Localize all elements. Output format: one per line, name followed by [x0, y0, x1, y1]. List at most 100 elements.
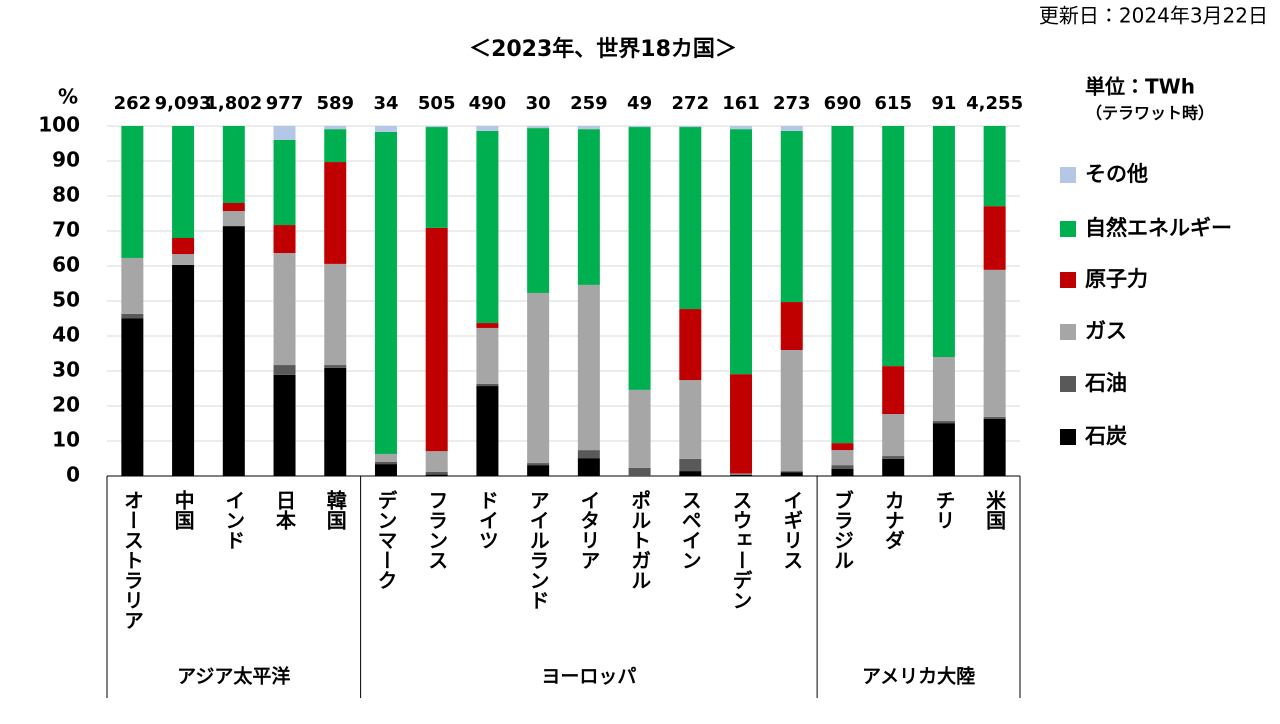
bar-segment [476, 126, 499, 131]
total-label: 490 [469, 93, 507, 114]
legend-label: ガス [1085, 319, 1127, 343]
bar-segment [577, 284, 600, 451]
total-label: 34 [373, 93, 398, 114]
bar-segment [324, 365, 347, 368]
bar-segment [628, 389, 651, 468]
x-tick-label: 中国 [171, 489, 195, 530]
legend-swatch [1060, 429, 1076, 445]
bar-segment [374, 453, 397, 462]
bar-segment [324, 126, 347, 130]
bar-segment [882, 414, 905, 457]
y-axis-label: % [58, 85, 78, 109]
x-tick-label: イタリア [577, 490, 601, 570]
y-tick-label: 40 [52, 323, 80, 347]
bar-segment [730, 126, 753, 130]
bar-segment [527, 292, 550, 464]
total-label: 30 [526, 93, 551, 114]
bar-segment [628, 127, 651, 390]
legend-swatch [1060, 376, 1076, 392]
y-tick-label: 100 [38, 113, 80, 137]
y-tick-label: 50 [52, 288, 80, 312]
bar-segment [730, 473, 753, 475]
x-tick-label: スウェーデン [729, 490, 753, 610]
total-label: 1,802 [205, 93, 262, 114]
bar-segment [679, 127, 702, 310]
bar-segment [932, 357, 955, 422]
total-label: 91 [931, 93, 956, 114]
bar-segment [476, 383, 499, 387]
bar-segment [527, 126, 550, 129]
bar-segment [324, 263, 347, 366]
x-tick-label: 米国 [983, 490, 1007, 530]
bar-segment [983, 418, 1006, 476]
total-label: 9,093 [155, 93, 212, 114]
bar-segment [730, 129, 753, 375]
bar-segment [273, 365, 296, 375]
y-tick-label: 80 [52, 183, 80, 207]
total-label: 4,255 [966, 93, 1023, 114]
group-label: アメリカ大陸 [862, 665, 975, 688]
bar-segment [121, 257, 144, 314]
bar-segment [374, 464, 397, 476]
x-tick-label: チリ [932, 490, 956, 530]
total-label: 259 [570, 93, 608, 114]
y-tick-label: 10 [52, 428, 80, 452]
total-label: 272 [672, 93, 710, 114]
bar-segment [273, 140, 296, 226]
bar-segment [121, 313, 144, 319]
bar-segment [172, 264, 195, 476]
bar-segment [121, 126, 144, 258]
bar-segment [577, 458, 600, 476]
bar-segment [780, 302, 803, 350]
bar-segment [273, 253, 296, 366]
legend-swatch [1060, 324, 1076, 340]
legend-swatch [1060, 221, 1076, 237]
bar-segment [324, 162, 347, 264]
total-label: 977 [266, 93, 304, 114]
bar-segment [577, 450, 600, 459]
bar-segment [172, 254, 195, 265]
total-label: 615 [874, 93, 912, 114]
y-tick-label: 60 [52, 253, 80, 277]
bar-segment [679, 471, 702, 476]
bar-segment [679, 126, 702, 128]
bar-segment [425, 474, 448, 476]
bar-segment [374, 462, 397, 465]
bar-segment [983, 206, 1006, 270]
bar-segment [527, 465, 550, 476]
bar-segment [780, 350, 803, 472]
bar-segment [780, 126, 803, 131]
x-tick-label: 日本 [273, 490, 297, 530]
y-tick-label: 70 [52, 218, 80, 242]
bar-segment [679, 458, 702, 472]
bar-segment [324, 367, 347, 476]
total-label: 505 [418, 93, 456, 114]
bar-segment [273, 225, 296, 254]
y-tick-label: 90 [52, 148, 80, 172]
bar-segment [577, 126, 600, 130]
x-tick-label: フランス [425, 490, 449, 570]
bar-segment [476, 130, 499, 324]
bar-segment [476, 323, 499, 328]
bar-segment [222, 211, 245, 227]
bar-segment [932, 423, 955, 476]
bar-segment [628, 467, 651, 476]
chart-title: ＜2023年、世界18カ国＞ [469, 36, 737, 62]
x-tick-label: 韓国 [323, 489, 347, 530]
bar-segment [425, 127, 448, 228]
x-tick-label: イギリス [780, 490, 804, 570]
x-tick-label: ドイツ [475, 490, 499, 550]
bar-segment [831, 465, 854, 469]
bar-segment [222, 226, 245, 476]
legend-label: 自然エネルギー [1085, 216, 1232, 240]
bar-segment [425, 471, 448, 475]
bar-segment [983, 126, 1006, 207]
legend-swatch [1060, 167, 1076, 183]
bar-segment [932, 421, 955, 424]
bar-segment [831, 450, 854, 466]
x-tick-label: インド [222, 490, 246, 550]
group-label: アジア太平洋 [177, 665, 290, 688]
bar-segment [983, 269, 1006, 417]
bar-segment [882, 126, 905, 367]
